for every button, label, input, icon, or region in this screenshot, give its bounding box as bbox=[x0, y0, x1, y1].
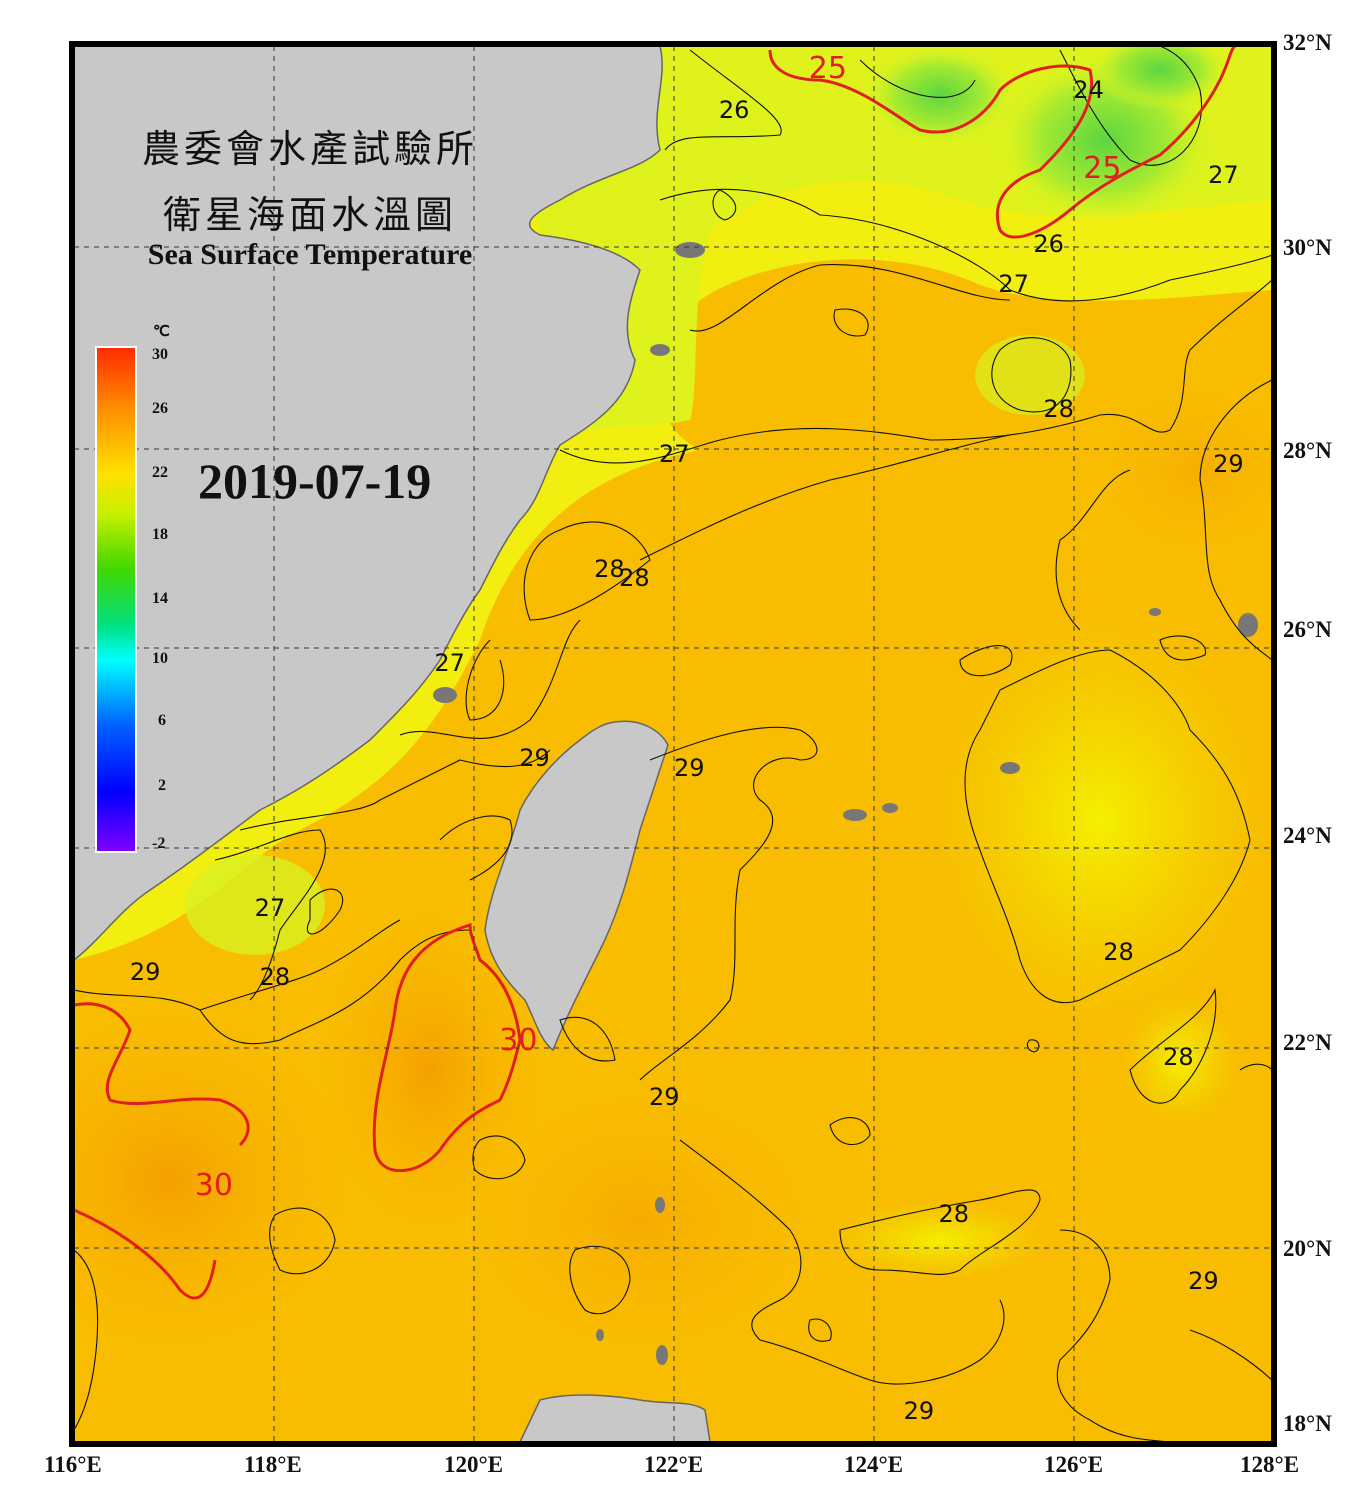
isotherm-label: 25 bbox=[808, 50, 847, 86]
taiwan-landmass bbox=[484, 720, 669, 1052]
luzon-landmass bbox=[519, 1394, 711, 1442]
lat-tick-label: 26°N bbox=[1283, 617, 1332, 642]
lat-tick-label: 24°N bbox=[1283, 823, 1332, 848]
colorbar-label: 26 bbox=[152, 400, 168, 417]
isotherms-highlight bbox=[74, 46, 1237, 1300]
lon-tick-label: 120°E bbox=[444, 1452, 504, 1477]
title-line-2: 衛星海面水溫圖 bbox=[162, 193, 457, 237]
isotherm-label: 27 bbox=[659, 439, 690, 468]
lon-tick-label: 126°E bbox=[1044, 1452, 1104, 1477]
colorbar-label: 18 bbox=[152, 526, 168, 543]
colorbar-label: 30 bbox=[152, 346, 168, 363]
title-english: Sea Surface Temperature bbox=[147, 238, 473, 271]
isotherm-label: 26 bbox=[1033, 230, 1064, 259]
lat-tick-label: 30°N bbox=[1283, 235, 1332, 260]
isotherm-label: 27 bbox=[1208, 160, 1239, 189]
isotherm-label: 29 bbox=[673, 753, 705, 782]
colorbar bbox=[95, 346, 137, 853]
isotherm-label: 29 bbox=[519, 743, 550, 772]
isotherm-label: 29 bbox=[1213, 449, 1244, 478]
lat-tick-label: 32°N bbox=[1283, 30, 1332, 55]
isotherm-label: 28 bbox=[1103, 938, 1134, 967]
lon-tick-label: 116°E bbox=[44, 1452, 102, 1477]
lat-tick-label: 20°N bbox=[1283, 1236, 1332, 1261]
isotherm-label: 29 bbox=[129, 958, 161, 987]
colorbar-label: 2 bbox=[158, 777, 166, 794]
china-landmass bbox=[74, 46, 663, 961]
isotherms bbox=[74, 46, 1272, 1442]
lon-tick-label: 122°E bbox=[644, 1452, 704, 1477]
map-date: 2019-07-19 bbox=[198, 453, 432, 509]
isotherm-label: 27 bbox=[254, 893, 286, 922]
lat-tick-label: 28°N bbox=[1283, 438, 1332, 463]
isotherm-label: 28 bbox=[594, 554, 625, 583]
isotherm-label: 28 bbox=[1043, 394, 1074, 423]
isotherm-label: 29 bbox=[649, 1082, 680, 1111]
colorbar-unit: ℃ bbox=[153, 324, 170, 340]
isotherm-label: 28 bbox=[259, 963, 291, 992]
isotherm-label: 26 bbox=[718, 95, 750, 124]
isotherm-label: 28 bbox=[619, 564, 650, 593]
isotherm-label: 27 bbox=[434, 649, 465, 678]
lon-tick-label: 118°E bbox=[244, 1452, 302, 1477]
title-line-1: 農委會水產試驗所 bbox=[141, 127, 478, 171]
isotherm-label: 28 bbox=[1163, 1043, 1194, 1072]
sst-field bbox=[74, 46, 1272, 1442]
lon-tick-label: 128°E bbox=[1240, 1452, 1300, 1477]
graticule bbox=[74, 46, 1272, 1442]
lat-tick-label: 18°N bbox=[1283, 1411, 1332, 1436]
lon-tick-label: 124°E bbox=[844, 1452, 904, 1477]
colorbar-label: 6 bbox=[158, 712, 166, 729]
colorbar-label: -2 bbox=[152, 835, 166, 852]
colorbar-label: 14 bbox=[152, 590, 168, 607]
isotherm-label: 25 bbox=[1083, 150, 1122, 186]
isotherm-label: 29 bbox=[903, 1397, 935, 1426]
isotherm-label: 30 bbox=[194, 1167, 233, 1203]
lat-tick-label: 22°N bbox=[1283, 1030, 1332, 1055]
colorbar-label: 10 bbox=[152, 650, 168, 667]
isotherm-label: 30 bbox=[499, 1023, 538, 1059]
map-frame bbox=[69, 41, 1277, 1447]
colorbar-label: 22 bbox=[152, 464, 168, 481]
isotherm-label: 27 bbox=[998, 270, 1029, 299]
isotherm-label: 24 bbox=[1073, 75, 1104, 104]
small-islands bbox=[433, 242, 1258, 1365]
isotherm-label: 29 bbox=[1188, 1267, 1219, 1296]
isotherm-label: 28 bbox=[938, 1199, 970, 1228]
